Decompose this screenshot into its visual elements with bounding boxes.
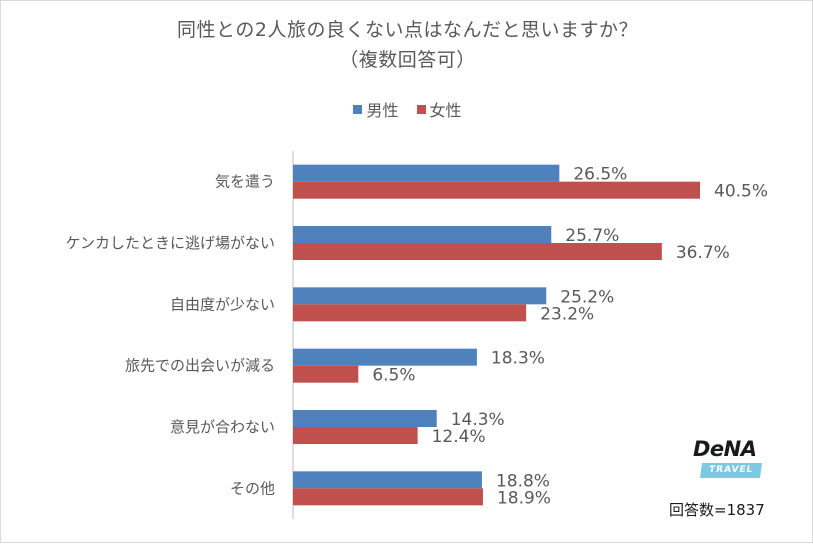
- bar-female: [293, 365, 359, 383]
- legend-label-female: 女性: [429, 101, 462, 120]
- data-label-female: 23.2%: [540, 304, 594, 324]
- category-label: 旅先での出会いが減る: [125, 357, 275, 375]
- data-label-female: 40.5%: [714, 182, 768, 202]
- bar-female: [293, 181, 701, 199]
- chart-title: 同性との2人旅の良くない点はなんだと思いますか？: [177, 19, 638, 41]
- respondent-count: 回答数=1837: [669, 501, 765, 519]
- bar-female: [293, 488, 483, 506]
- bar-male: [293, 471, 482, 489]
- bar-male: [293, 164, 560, 182]
- data-label-male: 18.8%: [496, 471, 550, 491]
- data-label-female: 6.5%: [372, 366, 415, 386]
- data-label-male: 26.5%: [573, 165, 627, 185]
- bar-male: [293, 287, 547, 305]
- data-label-female: 36.7%: [676, 243, 730, 263]
- logo-brand: DeNA: [693, 437, 757, 461]
- bar-male: [293, 348, 477, 366]
- category-label: 気を遣う: [215, 173, 275, 191]
- dena-travel-logo: DeNA TRAVEL: [693, 437, 767, 481]
- category-label: その他: [230, 479, 275, 497]
- bar-male: [293, 226, 552, 243]
- bar-female: [293, 427, 418, 444]
- chart-subtitle: （複数回答可）: [339, 49, 476, 71]
- category-label: 意見が合わない: [170, 418, 275, 436]
- data-label-male: 18.3%: [491, 349, 545, 369]
- bar-female: [293, 304, 527, 322]
- legend-swatch-female: [416, 104, 426, 114]
- data-label-male: 25.2%: [560, 287, 614, 307]
- data-label-female: 18.9%: [497, 488, 551, 508]
- category-label: ケンカしたときに逃げ場がない: [65, 234, 275, 252]
- legend-item-female: 女性: [416, 97, 462, 121]
- logo-sub: TRAVEL: [699, 463, 763, 478]
- legend-label-male: 男性: [366, 101, 399, 120]
- legend-swatch-male: [353, 104, 363, 114]
- data-label-male: 14.3%: [451, 410, 505, 430]
- legend: 男性 女性: [1, 97, 813, 121]
- data-label-male: 25.7%: [565, 226, 619, 246]
- category-label: 自由度が少ない: [170, 295, 275, 313]
- bar-male: [293, 410, 437, 427]
- legend-item-male: 男性: [353, 97, 399, 121]
- data-label-female: 12.4%: [432, 427, 486, 447]
- bar-female: [293, 243, 662, 260]
